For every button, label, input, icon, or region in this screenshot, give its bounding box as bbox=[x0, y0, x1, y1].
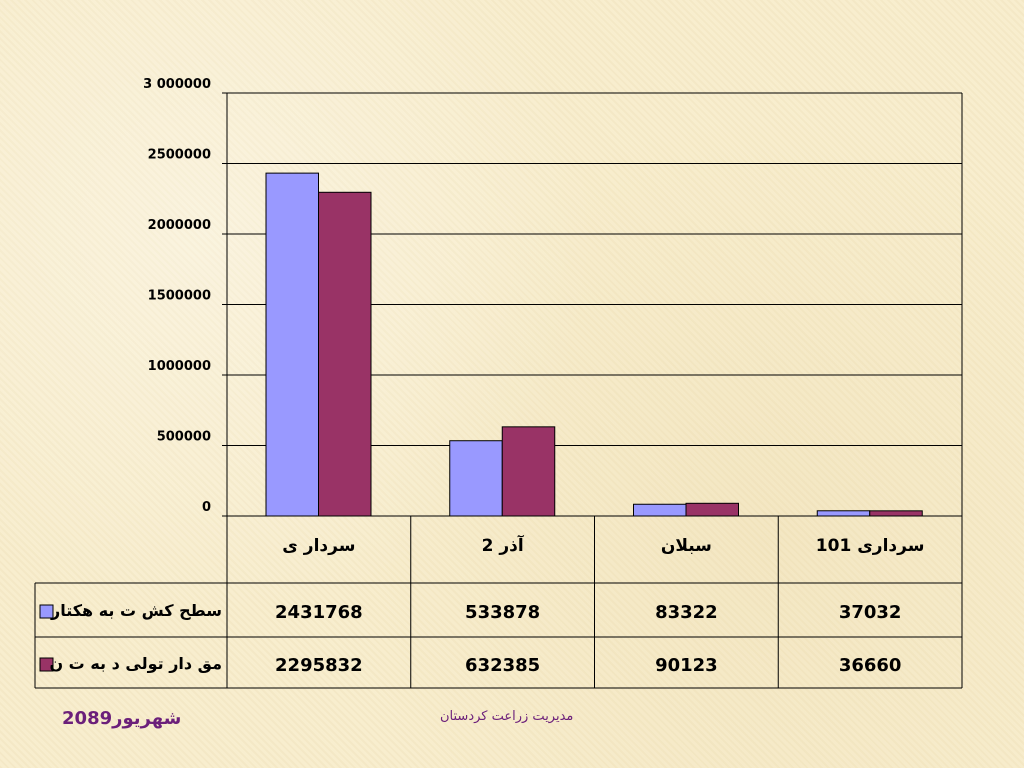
table-cell-value: 2295832 bbox=[275, 655, 363, 676]
table-cell-value: 533878 bbox=[465, 602, 540, 623]
y-tick-label: 2000000 bbox=[148, 218, 211, 233]
category-label: سردار ی bbox=[282, 536, 355, 556]
legend-swatch bbox=[39, 604, 54, 619]
table-cell-value: 37032 bbox=[839, 602, 902, 623]
bar bbox=[449, 440, 503, 517]
bar bbox=[265, 172, 319, 517]
y-tick-label: 3 000000 bbox=[143, 77, 211, 92]
y-tick-label: 2500000 bbox=[148, 148, 211, 163]
y-tick-label: 1000000 bbox=[148, 359, 211, 374]
category-label: سرداری 101 bbox=[816, 536, 925, 556]
bar bbox=[501, 426, 556, 517]
legend-label: سطح کش ت به هکتار bbox=[50, 601, 222, 620]
category-label: سبلان bbox=[661, 536, 712, 556]
legend-label: مق دار تولی د به ت ن bbox=[49, 654, 222, 673]
y-tick-label: 500000 bbox=[157, 430, 211, 445]
table-cell-value: 2431768 bbox=[275, 602, 363, 623]
table-cell-value: 632385 bbox=[465, 655, 540, 676]
bar bbox=[816, 510, 871, 517]
bar bbox=[633, 503, 687, 517]
bars bbox=[265, 172, 923, 517]
footer-title: مدیریت زراعت کردستان bbox=[440, 709, 574, 724]
bar bbox=[318, 191, 372, 517]
bar bbox=[869, 510, 923, 517]
y-tick-label: 0 bbox=[202, 500, 211, 515]
y-axis-ticks: 0 500000 1000000 1500000 2000000 2500000 3 000… bbox=[143, 77, 211, 515]
legend-swatch bbox=[39, 657, 54, 672]
category-label: آذر 2 bbox=[482, 534, 525, 556]
table-cell-value: 36660 bbox=[839, 655, 902, 676]
footer-date: 20شهریور89 bbox=[62, 708, 182, 729]
table-cell-value: 83322 bbox=[655, 602, 718, 623]
table-cell-value: 90123 bbox=[655, 655, 718, 676]
y-tick-label: 1500000 bbox=[148, 289, 211, 304]
data-table: سردار ی آذر 2 سبلان سرداری 101 سطح کش ت به ه… bbox=[34, 516, 963, 689]
bar bbox=[685, 502, 739, 517]
